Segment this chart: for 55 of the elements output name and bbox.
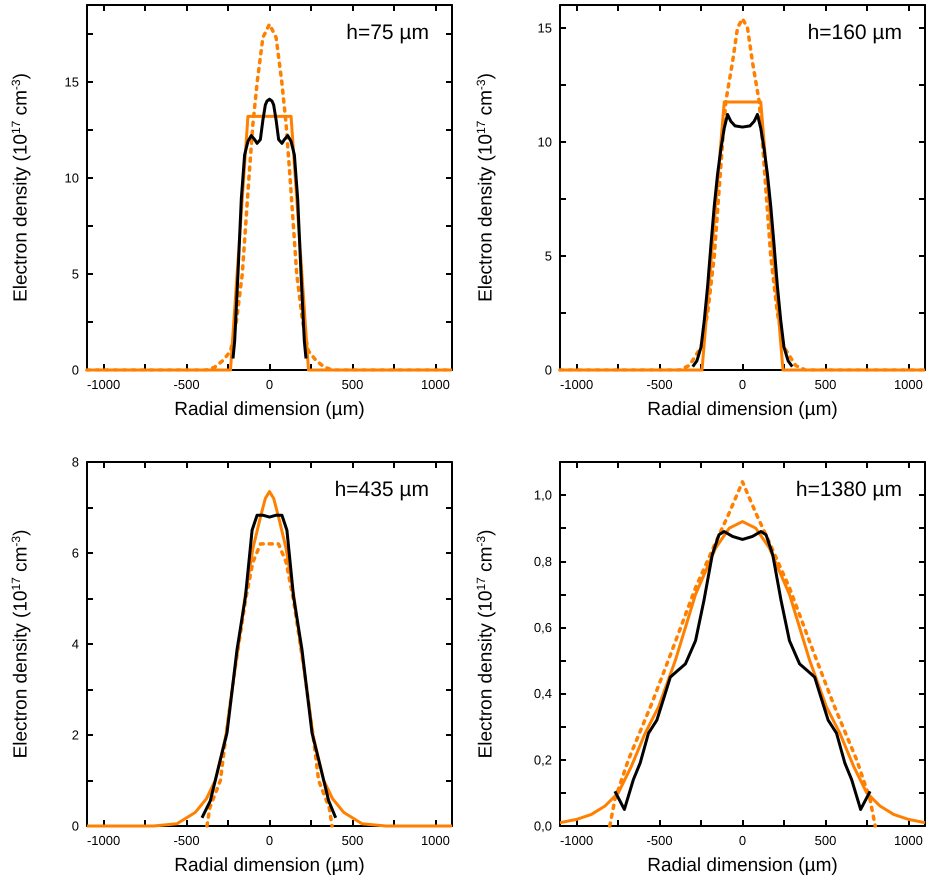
x-tick-label: -500 (646, 377, 673, 392)
y-tick-label: 0,2 (534, 752, 552, 768)
y-tick-label: 0,4 (534, 686, 552, 702)
y-tick-label: 5 (544, 248, 552, 264)
x-tick-label: -1000 (86, 377, 120, 392)
line-series (232, 98, 308, 360)
x-tick-label: 500 (814, 833, 836, 848)
y-tick-label: 10 (538, 134, 552, 150)
y-axis-title: Electron density (1017 cm-3) (9, 73, 32, 302)
line-series (691, 113, 794, 368)
x-tick-label: -1000 (560, 833, 594, 848)
x-tick-label: 1000 (894, 377, 923, 392)
x-tick-label: 500 (342, 377, 364, 392)
x-tick-label: -1000 (86, 833, 120, 848)
x-axis-title: Radial dimension (µm) (174, 399, 365, 420)
x-tick-label: -500 (174, 377, 200, 392)
y-tick-label: 8 (72, 454, 79, 470)
line-series (200, 514, 338, 820)
annotation: h=75 µm (346, 21, 430, 44)
y-tick-label: 1,0 (534, 488, 552, 503)
y-tick-label: 0 (544, 362, 552, 378)
y-tick-label: 0,8 (534, 554, 552, 569)
x-tick-label: 1000 (894, 833, 923, 848)
x-tick-label: -500 (646, 833, 673, 848)
x-axis-title: Radial dimension (µm) (174, 855, 365, 876)
y-tick-label: 4 (72, 636, 79, 652)
x-axis-title: Radial dimension (µm) (647, 399, 838, 420)
y-tick-label: 0,0 (534, 818, 552, 834)
annotation: h=435 µm (334, 478, 430, 501)
y-tick-label: 5 (72, 266, 79, 282)
y-tick-label: 15 (64, 74, 79, 90)
y-tick-label: 0,6 (534, 620, 552, 635)
y-axis-title: Electron density (1017 cm-3) (9, 530, 32, 758)
y-axis-title: Electron density (1017 cm-3) (474, 73, 496, 302)
y-tick-label: 2 (72, 728, 79, 742)
annotation: h=160 µm (808, 21, 902, 44)
x-tick-label: 500 (814, 377, 836, 392)
line-series (613, 530, 872, 811)
y-tick-label: 0 (72, 362, 79, 378)
x-tick-label: 0 (266, 377, 274, 392)
x-tick-label: 0 (266, 833, 274, 848)
annotation: h=1380 µm (796, 478, 902, 501)
x-tick-label: -1000 (560, 377, 594, 392)
y-tick-label: 6 (72, 546, 79, 560)
x-axis-title: Radial dimension (µm) (647, 855, 838, 876)
y-tick-label: 0 (72, 818, 79, 834)
x-tick-label: 0 (738, 833, 746, 848)
y-axis-title: Electron density (1017 cm-3) (474, 530, 496, 758)
x-tick-label: -500 (174, 833, 200, 848)
x-tick-label: 500 (342, 833, 364, 848)
y-tick-label: 15 (538, 20, 552, 36)
x-tick-label: 1000 (420, 833, 450, 848)
x-tick-label: 0 (738, 377, 746, 392)
x-tick-label: 1000 (420, 377, 450, 392)
y-tick-label: 10 (64, 170, 79, 186)
